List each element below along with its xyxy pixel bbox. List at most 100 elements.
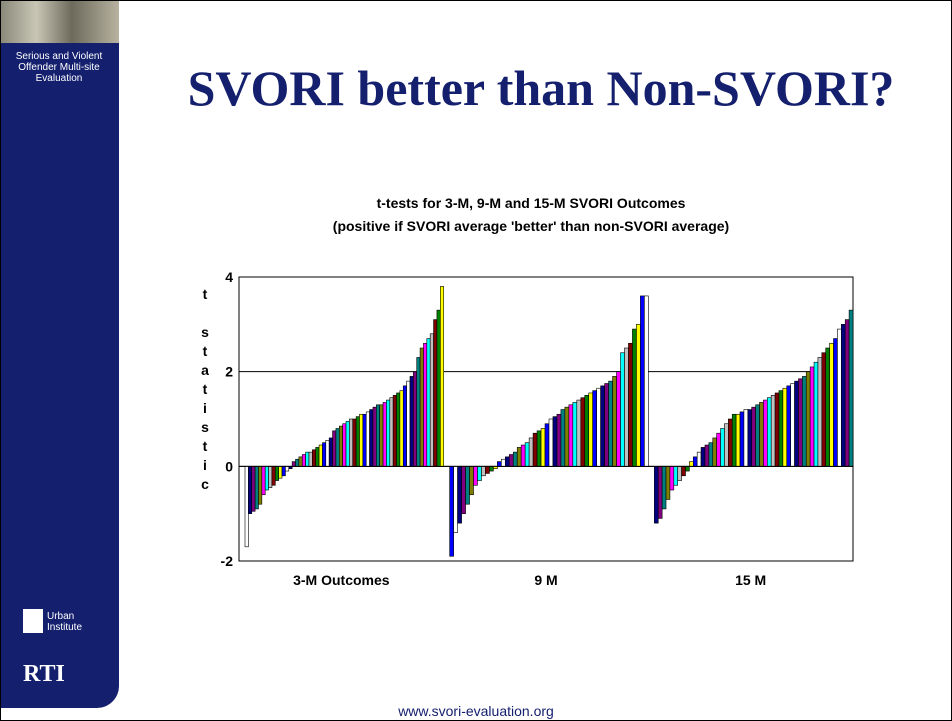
bar xyxy=(771,395,775,466)
bar xyxy=(837,329,841,466)
bar xyxy=(601,386,605,466)
bar xyxy=(333,431,336,467)
bar xyxy=(403,386,406,466)
bar xyxy=(366,412,369,466)
bar xyxy=(258,466,261,504)
bar xyxy=(509,455,513,467)
bar xyxy=(752,407,756,466)
bar xyxy=(376,405,379,467)
bar xyxy=(521,445,525,466)
bar xyxy=(689,462,693,467)
bar xyxy=(724,424,728,467)
bar xyxy=(678,466,682,480)
bar xyxy=(613,376,617,466)
bar xyxy=(309,452,312,466)
bar xyxy=(517,447,521,466)
bar xyxy=(269,466,272,487)
bar xyxy=(732,414,736,466)
bar xyxy=(474,466,478,485)
bar xyxy=(783,388,787,466)
bar xyxy=(410,376,413,466)
y-tick-label: 2 xyxy=(225,364,233,380)
bar xyxy=(826,348,830,466)
bar xyxy=(353,419,356,466)
bar xyxy=(791,384,795,467)
bar xyxy=(296,459,299,466)
bar xyxy=(787,386,791,466)
bar xyxy=(597,388,601,466)
y-tick-label: -2 xyxy=(221,553,234,569)
bar xyxy=(245,466,248,546)
bar xyxy=(248,466,251,513)
footer-url: www.svori-evaluation.org xyxy=(1,703,951,719)
bar xyxy=(319,445,322,466)
bar xyxy=(654,466,658,523)
bar xyxy=(312,450,315,467)
bar xyxy=(302,455,305,467)
bar xyxy=(658,466,662,518)
bar xyxy=(299,457,302,466)
bar xyxy=(336,428,339,466)
x-tick-label: 9 M xyxy=(534,572,557,588)
bar xyxy=(525,443,529,467)
bar xyxy=(628,343,632,466)
bar xyxy=(252,466,255,511)
bar xyxy=(275,466,278,480)
bar xyxy=(561,410,565,467)
bar xyxy=(593,391,597,467)
bar xyxy=(292,462,295,467)
bar xyxy=(736,414,740,466)
bar xyxy=(760,402,764,466)
bar xyxy=(481,466,485,475)
bar xyxy=(454,466,458,532)
bar xyxy=(849,310,853,466)
bar xyxy=(265,466,268,490)
bar xyxy=(306,452,309,466)
bar xyxy=(279,466,282,478)
bar xyxy=(420,348,423,466)
chart-subtitle: (positive if SVORI average 'better' than… xyxy=(333,218,729,234)
bar xyxy=(605,384,609,467)
bar xyxy=(285,466,288,471)
bar xyxy=(709,443,713,467)
bar xyxy=(744,410,748,467)
chart: t-tests for 3-M, 9-M and 15-M SVORI Outc… xyxy=(1,1,951,720)
bar xyxy=(693,457,697,466)
y-tick-label: 0 xyxy=(225,458,233,474)
bar xyxy=(621,353,625,467)
bar xyxy=(697,452,701,466)
bar xyxy=(529,438,533,466)
bar xyxy=(470,466,474,494)
bar xyxy=(705,445,709,466)
bar xyxy=(569,405,573,467)
bar xyxy=(573,402,577,466)
slide: Serious and Violent Offender Multi-site … xyxy=(0,0,952,721)
bar xyxy=(728,419,732,466)
bar xyxy=(609,381,613,466)
bar xyxy=(427,339,430,467)
bar xyxy=(763,400,767,466)
bar xyxy=(549,419,553,466)
bar xyxy=(393,395,396,466)
bar xyxy=(713,438,717,466)
bar xyxy=(830,343,834,466)
bar xyxy=(701,447,705,466)
bar xyxy=(748,410,752,467)
bar xyxy=(806,372,810,467)
bar xyxy=(577,400,581,466)
bar xyxy=(282,466,285,475)
bar xyxy=(346,421,349,466)
bar xyxy=(329,438,332,466)
bar xyxy=(822,353,826,467)
bar xyxy=(553,417,557,467)
bar xyxy=(767,398,771,467)
bar xyxy=(585,395,589,466)
bar xyxy=(485,466,489,473)
bar xyxy=(316,447,319,466)
bar xyxy=(417,357,420,466)
bar xyxy=(834,339,838,467)
bar xyxy=(462,466,466,513)
bar xyxy=(458,466,462,523)
bar xyxy=(581,398,585,467)
bar xyxy=(255,466,258,509)
